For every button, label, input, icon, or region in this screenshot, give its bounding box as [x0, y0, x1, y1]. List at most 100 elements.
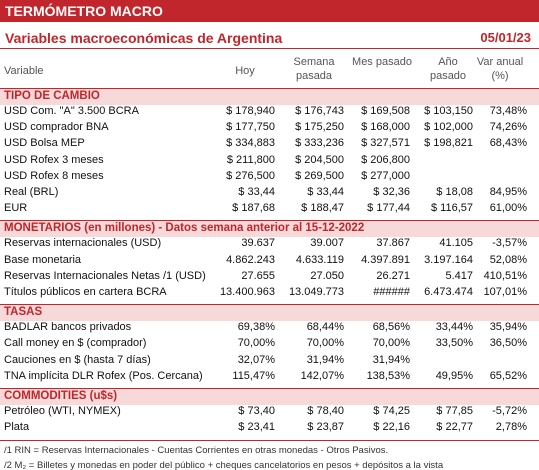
cell-value: 3.197.164 [424, 253, 473, 266]
date: 05/01/23 [480, 30, 531, 45]
divider [0, 48, 539, 49]
cell-value: $ 269,500 [295, 169, 344, 182]
column-header: Año pasado [429, 56, 467, 82]
cell-value: -3,57% [492, 237, 527, 250]
cell-value: $ 22,16 [373, 421, 410, 434]
title: TERMÓMETRO MACRO [5, 3, 163, 19]
cell-value: $ 178,940 [226, 105, 275, 117]
column-header: Mes pasado [352, 56, 412, 68]
row-label: USD Rofex 3 meses [4, 153, 104, 166]
cell-value: 6.473.474 [424, 286, 473, 298]
cell-value: $ 168,000 [361, 121, 410, 134]
cell-value: 35,94% [489, 321, 527, 334]
cell-value: 115,47% [232, 369, 275, 382]
row-label: Plata [4, 421, 30, 434]
cell-value: 33,50% [435, 337, 473, 350]
cell-value: 39.007 [310, 237, 344, 250]
cell-value: 68,43% [489, 137, 527, 150]
cell-value: $ 211,800 [226, 153, 275, 166]
footnote: /1 RIN = Reservas Internacionales - Cuen… [4, 445, 389, 457]
cell-value: 69,38% [237, 321, 275, 334]
row-label: Cauciones en $ (hasta 7 días) [4, 353, 151, 366]
section-title: TASAS [4, 306, 43, 319]
section-band [0, 220, 539, 238]
column-header: Hoy [235, 65, 255, 77]
section-title: COMMODITIES (u$s) [4, 390, 118, 402]
cell-value: 39.637 [241, 237, 275, 250]
cell-value: 74,26% [489, 121, 527, 134]
footnote: /2 M₂ = Billetes y monedas en poder del … [4, 460, 444, 470]
cell-value: 27.050 [310, 269, 344, 282]
row-label: Reservas internacionales (USD) [4, 237, 162, 250]
cell-value: $ 78,40 [307, 405, 344, 417]
cell-value: 84,95% [489, 186, 527, 198]
row-label: USD Rofex 8 meses [4, 169, 104, 182]
section-band [0, 88, 539, 105]
cell-value: $ 116,57 [430, 202, 473, 215]
cell-value: 142,07% [300, 369, 344, 382]
column-header: Variable [4, 65, 44, 77]
cell-value: 107,01% [483, 286, 527, 298]
cell-value: 410,51% [483, 269, 527, 282]
cell-value: 26.271 [376, 269, 410, 282]
cell-value: 73,48% [489, 105, 527, 117]
cell-value: 4.397.891 [361, 253, 410, 266]
cell-value: $ 176,743 [295, 105, 344, 117]
row-label: TNA implícita DLR Rofex (Pos. Cercana) [4, 369, 203, 382]
cell-value: 70,00% [306, 337, 344, 350]
subtitle: Variables macroeconómicas de Argentina [5, 30, 283, 46]
cell-value: 68,56% [372, 321, 410, 334]
cell-value: 70,00% [237, 337, 275, 350]
cell-value: 33,44% [435, 321, 473, 334]
cell-value: 4.633.119 [295, 253, 344, 266]
row-label: Call money en $ (comprador) [4, 337, 147, 350]
row-label: Reservas Internacionales Netas /1 (USD) [4, 269, 206, 282]
cell-value: 2,78% [495, 421, 527, 434]
section-title: MONETARIOS (en millones) - Datos semana … [4, 222, 365, 235]
row-label: USD Bolsa MEP [4, 137, 85, 150]
cell-value: $ 187,68 [232, 202, 275, 215]
cell-value: $ 33,44 [307, 186, 344, 198]
cell-value: ###### [373, 286, 410, 298]
cell-value: 27.655 [241, 269, 275, 282]
cell-value: $ 73,40 [238, 405, 275, 417]
cell-value: 68,44% [306, 321, 344, 334]
cell-value: 31,94% [372, 353, 410, 366]
cell-value: 70,00% [372, 337, 410, 350]
cell-value: 65,52% [489, 369, 527, 382]
row-label: Base monetaria [4, 253, 82, 266]
row-label: USD comprador BNA [4, 121, 109, 134]
cell-value: $ 177,44 [367, 202, 410, 215]
cell-value: $ 102,000 [424, 121, 473, 134]
cell-value: $ 32,36 [373, 186, 410, 198]
cell-value: 31,94% [306, 353, 344, 366]
top-bar [0, 0, 539, 22]
cell-value: $ 177,750 [226, 121, 275, 134]
cell-value: 37.867 [376, 237, 410, 250]
cell-value: $ 204,500 [295, 153, 344, 166]
cell-value: $ 206,800 [361, 153, 410, 166]
cell-value: 41.105 [439, 237, 473, 250]
section-band [0, 388, 539, 405]
cell-value: 5.417 [445, 269, 473, 282]
cell-value: $ 22,77 [436, 421, 473, 434]
cell-value: $ 23,41 [238, 421, 275, 434]
cell-value: 36,50% [489, 337, 527, 350]
column-header: Semana pasada [293, 56, 335, 82]
cell-value: $ 327,571 [361, 137, 410, 150]
cell-value: $ 198,821 [424, 137, 473, 150]
section-title: TIPO DE CAMBIO [4, 90, 100, 102]
column-header: Var anual (%) [476, 56, 524, 82]
row-label: Petróleo (WTI, NYMEX) [4, 405, 121, 417]
cell-value: 13.400.963 [219, 286, 275, 298]
row-label: USD Com. "A" 3.500 BCRA [4, 105, 139, 117]
cell-value: 61,00% [489, 202, 527, 215]
divider [0, 440, 539, 442]
cell-value: $ 277,000 [361, 169, 410, 182]
cell-value: $ 169,508 [361, 105, 410, 117]
row-label: Títulos públicos en cartera BCRA [4, 286, 167, 298]
cell-value: $ 333,236 [295, 137, 344, 150]
cell-value: 52,08% [489, 253, 527, 266]
cell-value: $ 33,44 [238, 186, 275, 198]
cell-value: 138,53% [366, 369, 410, 382]
